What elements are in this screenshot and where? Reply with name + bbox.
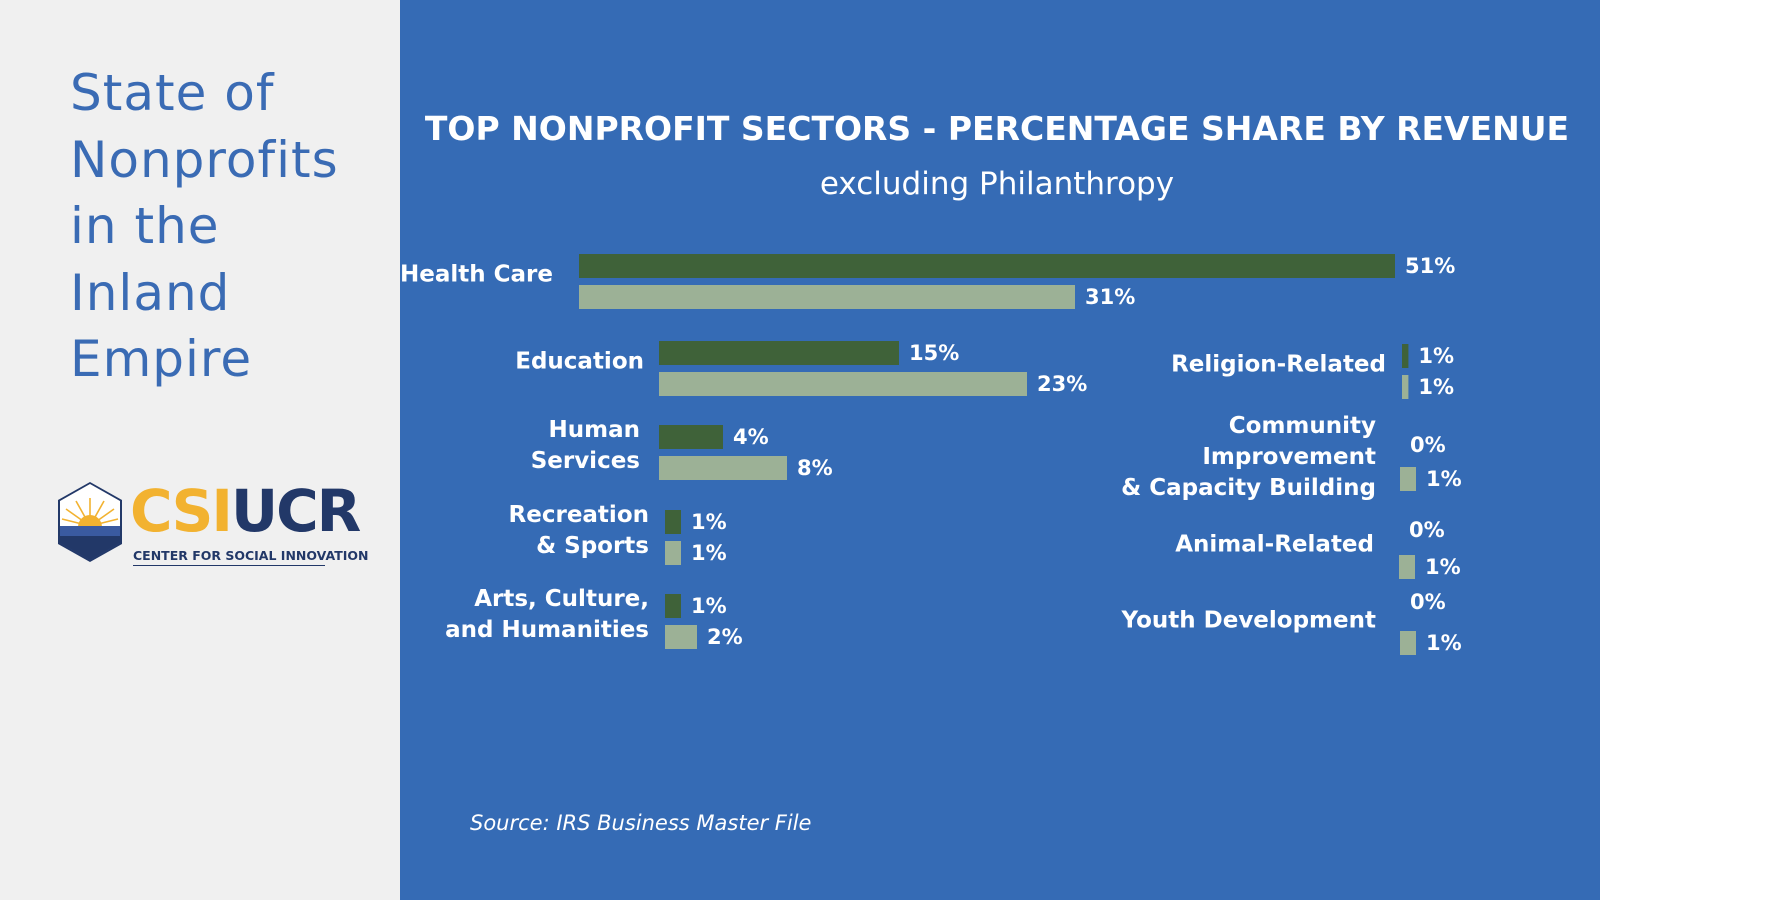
value-label: 0% xyxy=(1409,518,1445,542)
chart-panel: TOP NONPROFIT SECTORS - PERCENTAGE SHARE… xyxy=(400,0,1600,900)
bar xyxy=(665,510,681,534)
csiucr-logo: CSIUCR CENTER FOR SOCIAL INNOVATION xyxy=(54,477,368,570)
title-line: Nonprofits xyxy=(70,130,339,189)
category-label: Improvement xyxy=(1202,444,1376,470)
page-title: State of Nonprofits in the Inland Empire xyxy=(70,60,390,393)
bar xyxy=(659,456,787,480)
category-label: & Capacity Building xyxy=(1121,475,1376,501)
category-label: Health Care xyxy=(400,262,553,288)
bar-chart: TOP NONPROFIT SECTORS - PERCENTAGE SHARE… xyxy=(400,109,1569,835)
value-label: 1% xyxy=(691,594,727,618)
value-label: 51% xyxy=(1405,254,1455,278)
value-label: 1% xyxy=(1426,467,1462,491)
bar xyxy=(1402,344,1409,368)
source-note: Source: IRS Business Master File xyxy=(470,811,811,835)
category-label: Youth Development xyxy=(1121,608,1376,634)
bar xyxy=(1399,555,1415,579)
logo-csi: CSI xyxy=(130,477,233,545)
value-label: 2% xyxy=(707,625,743,649)
category-label: & Sports xyxy=(536,533,649,559)
category-label: Community xyxy=(1229,413,1376,439)
value-label: 4% xyxy=(733,425,769,449)
bar xyxy=(659,341,899,365)
bar xyxy=(659,372,1027,396)
bar xyxy=(665,594,681,618)
bar xyxy=(659,425,723,449)
bar xyxy=(1400,467,1416,491)
title-line: Empire xyxy=(70,330,253,388)
category-label: and Humanities xyxy=(445,617,649,643)
value-label: 1% xyxy=(1418,375,1454,399)
logo-subtitle: CENTER FOR SOCIAL INNOVATION xyxy=(133,548,368,566)
title-line: State of xyxy=(70,64,275,122)
value-label: 0% xyxy=(1410,433,1446,457)
chart-title: TOP NONPROFIT SECTORS - PERCENTAGE SHARE… xyxy=(425,109,1569,148)
category-label: Services xyxy=(531,448,640,474)
category-label: Religion-Related xyxy=(1171,352,1386,378)
sunrise-hexagon-icon xyxy=(58,482,122,562)
value-label: 23% xyxy=(1037,372,1087,396)
value-label: 0% xyxy=(1410,590,1446,614)
bar xyxy=(579,285,1075,309)
value-label: 15% xyxy=(909,341,959,365)
value-label: 1% xyxy=(1425,555,1461,579)
category-label: Education xyxy=(515,349,644,375)
sidebar: State of Nonprofits in the Inland Empire xyxy=(0,0,400,900)
value-label: 1% xyxy=(1418,344,1454,368)
chart-subtitle: excluding Philanthropy xyxy=(820,166,1174,202)
logo-wordmark: CSIUCR xyxy=(130,474,361,548)
category-label: Arts, Culture, xyxy=(474,586,649,612)
title-line: in the xyxy=(70,197,220,255)
value-label: 1% xyxy=(691,541,727,565)
value-label: 8% xyxy=(797,456,833,480)
bar xyxy=(1400,631,1416,655)
value-label: 1% xyxy=(1426,631,1462,655)
title-line: Inland xyxy=(70,263,231,322)
category-label: Recreation xyxy=(509,502,649,528)
category-label: Animal-Related xyxy=(1175,532,1374,558)
logo-ucr: UCR xyxy=(231,477,361,545)
value-label: 1% xyxy=(691,510,727,534)
bar xyxy=(579,254,1395,278)
category-label: Human xyxy=(549,417,640,443)
bar xyxy=(1402,375,1409,399)
bar xyxy=(665,541,681,565)
bar xyxy=(665,625,697,649)
value-label: 31% xyxy=(1085,285,1135,309)
